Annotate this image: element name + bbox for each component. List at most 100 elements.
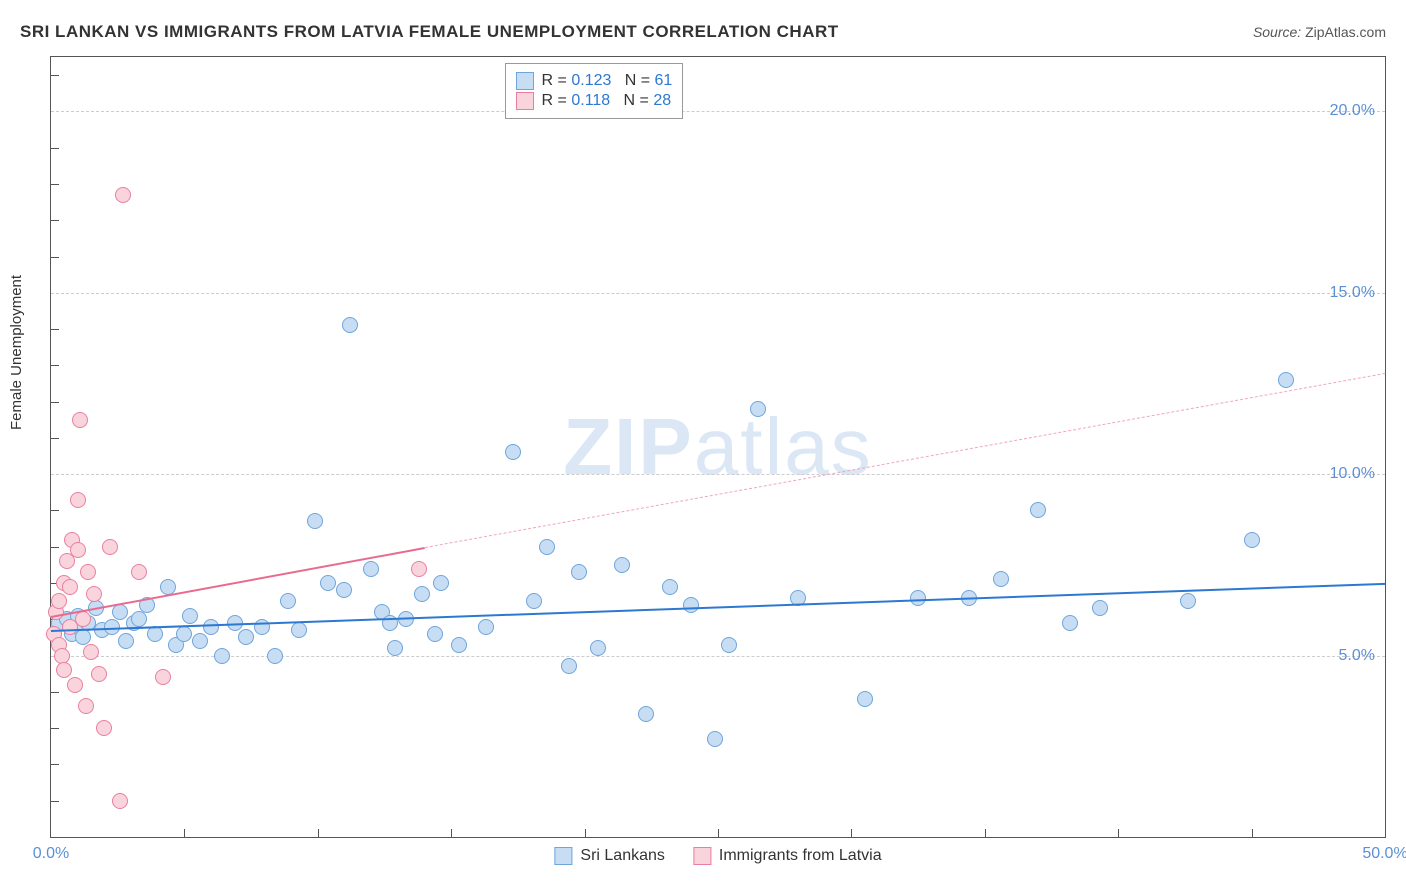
data-point: [638, 706, 654, 722]
watermark-bold: ZIP: [563, 402, 693, 491]
series-legend: Sri Lankans Immigrants from Latvia: [554, 847, 881, 865]
x-minor-tick: [184, 829, 185, 837]
data-point: [86, 586, 102, 602]
data-point: [505, 444, 521, 460]
x-tick-label: 0.0%: [33, 845, 69, 863]
data-point: [176, 626, 192, 642]
data-point: [336, 582, 352, 598]
legend-stats: R = 0.118 N = 28: [542, 92, 672, 110]
data-point: [280, 593, 296, 609]
y-tick-label: 15.0%: [1330, 284, 1375, 302]
data-point: [683, 597, 699, 613]
y-minor-tick: [51, 547, 59, 548]
data-point: [539, 539, 555, 555]
y-tick-label: 5.0%: [1339, 647, 1375, 665]
data-point: [910, 590, 926, 606]
data-point: [721, 637, 737, 653]
y-minor-tick: [51, 75, 59, 76]
source-attribution: Source: ZipAtlas.com: [1253, 24, 1386, 40]
y-minor-tick: [51, 148, 59, 149]
data-point: [96, 720, 112, 736]
data-point: [411, 561, 427, 577]
x-minor-tick: [1118, 829, 1119, 837]
x-minor-tick: [451, 829, 452, 837]
legend-label: Immigrants from Latvia: [719, 847, 882, 865]
y-minor-tick: [51, 402, 59, 403]
data-point: [51, 593, 67, 609]
legend-label: Sri Lankans: [580, 847, 665, 865]
y-tick-label: 20.0%: [1330, 102, 1375, 120]
data-point: [526, 593, 542, 609]
data-point: [590, 640, 606, 656]
data-point: [993, 571, 1009, 587]
watermark-light: atlas: [694, 402, 873, 491]
data-point: [857, 691, 873, 707]
data-point: [112, 604, 128, 620]
watermark: ZIPatlas: [563, 401, 872, 493]
data-point: [112, 793, 128, 809]
data-point: [91, 666, 107, 682]
data-point: [238, 629, 254, 645]
data-point: [320, 575, 336, 591]
data-point: [54, 648, 70, 664]
gridline: [51, 474, 1385, 475]
y-minor-tick: [51, 329, 59, 330]
data-point: [155, 669, 171, 685]
legend-row: R = 0.118 N = 28: [516, 92, 673, 110]
legend-row: R = 0.123 N = 61: [516, 72, 673, 90]
data-point: [192, 633, 208, 649]
x-minor-tick: [718, 829, 719, 837]
source-label: Source:: [1253, 24, 1301, 40]
data-point: [387, 640, 403, 656]
y-minor-tick: [51, 728, 59, 729]
x-minor-tick: [985, 829, 986, 837]
data-point: [102, 539, 118, 555]
scatter-plot-area: ZIPatlas 5.0%10.0%15.0%20.0%0.0%50.0%R =…: [50, 56, 1386, 838]
y-tick-label: 10.0%: [1330, 465, 1375, 483]
x-minor-tick: [851, 829, 852, 837]
data-point: [342, 317, 358, 333]
y-minor-tick: [51, 692, 59, 693]
data-point: [478, 619, 494, 635]
data-point: [662, 579, 678, 595]
legend-swatch: [693, 847, 711, 865]
data-point: [561, 658, 577, 674]
y-axis-label: Female Unemployment: [8, 275, 25, 430]
data-point: [115, 187, 131, 203]
data-point: [70, 492, 86, 508]
data-point: [56, 662, 72, 678]
data-point: [67, 677, 83, 693]
data-point: [70, 542, 86, 558]
data-point: [414, 586, 430, 602]
y-minor-tick: [51, 365, 59, 366]
legend-swatch: [516, 92, 534, 110]
x-minor-tick: [318, 829, 319, 837]
data-point: [1062, 615, 1078, 631]
data-point: [291, 622, 307, 638]
data-point: [267, 648, 283, 664]
x-minor-tick: [585, 829, 586, 837]
data-point: [427, 626, 443, 642]
data-point: [1030, 502, 1046, 518]
y-minor-tick: [51, 764, 59, 765]
legend-stats: R = 0.123 N = 61: [542, 72, 673, 90]
data-point: [750, 401, 766, 417]
data-point: [203, 619, 219, 635]
data-point: [363, 561, 379, 577]
gridline: [51, 111, 1385, 112]
data-point: [182, 608, 198, 624]
legend-swatch: [516, 72, 534, 90]
data-point: [571, 564, 587, 580]
data-point: [214, 648, 230, 664]
legend-item: Immigrants from Latvia: [693, 847, 882, 865]
source-value: ZipAtlas.com: [1305, 24, 1386, 40]
data-point: [451, 637, 467, 653]
x-minor-tick: [1252, 829, 1253, 837]
data-point: [80, 564, 96, 580]
trend-line: [51, 547, 425, 618]
data-point: [1092, 600, 1108, 616]
y-minor-tick: [51, 801, 59, 802]
data-point: [131, 564, 147, 580]
data-point: [83, 644, 99, 660]
y-minor-tick: [51, 257, 59, 258]
